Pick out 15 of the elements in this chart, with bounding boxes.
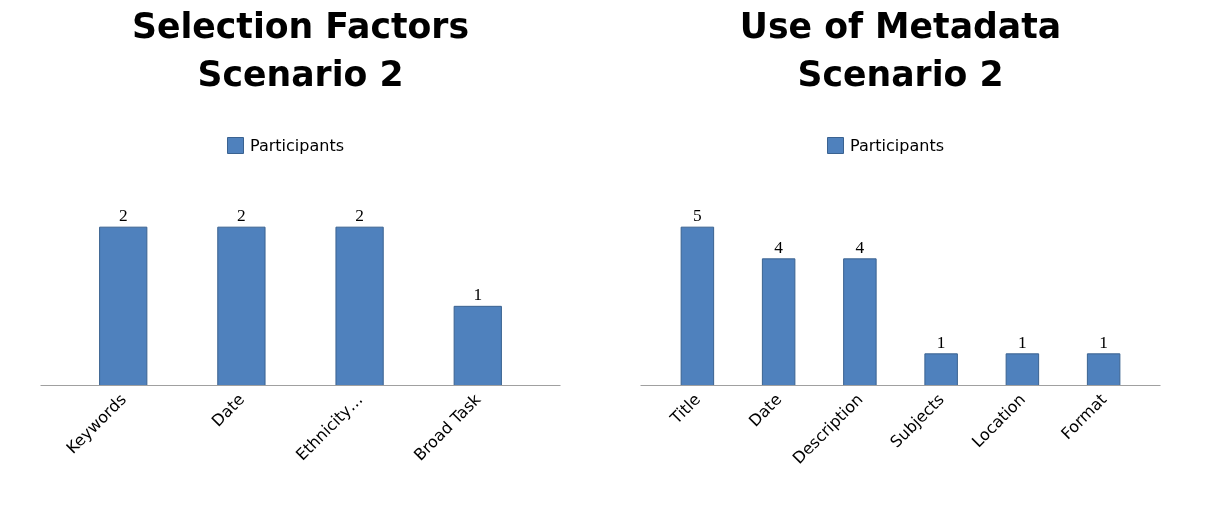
data-label: 1: [473, 285, 483, 305]
x-tick-label: Title: [665, 389, 705, 429]
data-label: 2: [237, 206, 246, 226]
data-label: 2: [355, 206, 364, 226]
data-label: 2: [118, 206, 128, 226]
chart-title: Selection Factors Scenario 2: [131, 5, 470, 94]
data-label: 1: [1018, 332, 1027, 352]
legend-label: Participants: [250, 135, 344, 155]
data-label: 5: [693, 206, 702, 226]
chart-title: Use of Metadata Scenario 2: [739, 5, 1062, 94]
data-label: 1: [936, 332, 946, 352]
legend-label: Participants: [850, 135, 944, 155]
data-label: 4: [774, 237, 784, 257]
data-label: 4: [855, 237, 865, 257]
data-label: 1: [1099, 332, 1108, 352]
